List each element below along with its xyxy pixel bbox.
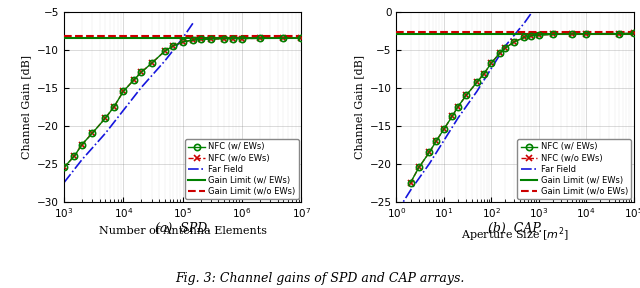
X-axis label: Aperture Size [$m^2$]: Aperture Size [$m^2$]	[461, 226, 569, 245]
Y-axis label: Channel Gain [dB]: Channel Gain [dB]	[22, 54, 31, 159]
X-axis label: Number of Antenna Elements: Number of Antenna Elements	[99, 226, 267, 236]
Text: (b)  CAP.: (b) CAP.	[488, 222, 542, 235]
Legend: NFC (w/ EWs), NFC (w/o EWs), Far Field, Gain Limit (w/ EWs), Gain Limit (w/o EWs: NFC (w/ EWs), NFC (w/o EWs), Far Field, …	[517, 139, 631, 199]
Text: (a)  SPD.: (a) SPD.	[155, 222, 211, 235]
Y-axis label: Channel Gain [dB]: Channel Gain [dB]	[354, 54, 364, 159]
Text: Fig. 3: Channel gains of SPD and CAP arrays.: Fig. 3: Channel gains of SPD and CAP arr…	[175, 272, 465, 285]
Legend: NFC (w/ EWs), NFC (w/o EWs), Far Field, Gain Limit (w/ EWs), Gain Limit (w/o EWs: NFC (w/ EWs), NFC (w/o EWs), Far Field, …	[185, 139, 299, 199]
